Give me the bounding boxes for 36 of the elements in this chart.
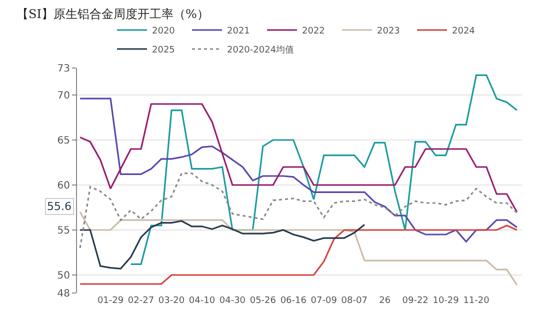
line-series (79, 172, 518, 249)
y-tick-label: 50 (57, 270, 70, 282)
x-tick-label: 04-30 (219, 296, 246, 306)
x-tick-label: 06-16 (280, 296, 307, 306)
line-series (79, 103, 518, 213)
y-tick-label: 70 (57, 90, 70, 102)
chart-title: 【SI】原生铝合金周度开工率（%） (16, 7, 209, 22)
x-tick-label: 04-10 (188, 296, 216, 306)
x-tick-label: 10-29 (432, 296, 460, 306)
x-tick-label: 05-26 (250, 296, 276, 306)
x-tick-label: 26 (379, 296, 391, 306)
line-series (79, 220, 366, 270)
legend-label: 2020 (152, 26, 176, 37)
legend-label: 2025 (152, 46, 175, 56)
x-tick-label: 08-07 (341, 296, 368, 306)
y-tick-label: 65 (57, 136, 70, 146)
line-series (79, 98, 518, 242)
line-series (79, 211, 518, 286)
legend-label: 2024 (452, 26, 476, 37)
legend-label: 2023 (377, 26, 400, 37)
x-tick-label: 02-27 (128, 296, 154, 306)
y-tick-label: 73 (57, 64, 70, 74)
text: 55.6 (47, 200, 72, 213)
x-tick-label: 11-20 (463, 296, 490, 306)
y-tick-label: 60 (57, 180, 70, 192)
legend-label: 2021 (227, 26, 250, 37)
x-tick-label: 07-09 (310, 296, 338, 306)
x-tick-label: 01-29 (97, 296, 124, 306)
legend-label: 2020-2024均值 (227, 44, 294, 56)
x-tick-label: 03-20 (158, 296, 185, 306)
x-tick-label: 09-22 (402, 296, 428, 306)
legend-label: 2022 (302, 26, 325, 37)
y-tick-label: 55 (57, 226, 70, 236)
y-tick-label: 48 (57, 288, 70, 300)
line-series (79, 224, 518, 285)
line-series (130, 74, 518, 265)
